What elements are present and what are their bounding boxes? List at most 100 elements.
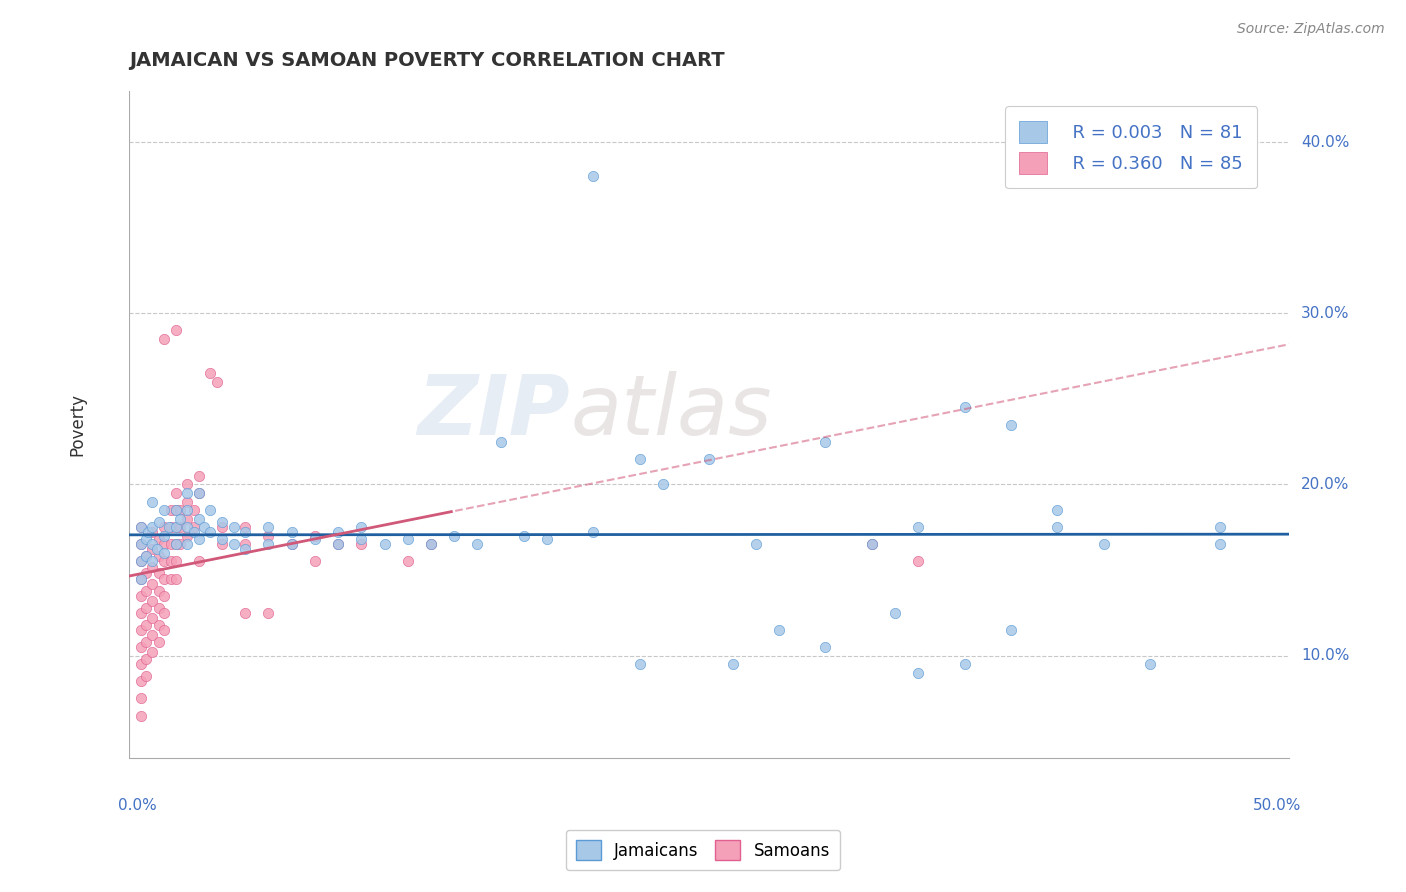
Point (582, 169, 605, 184)
Point (280, 537, 302, 551)
Point (443, 529, 465, 543)
Point (153, 503, 176, 517)
Point (350, 537, 373, 551)
Point (176, 511, 198, 525)
Point (222, 537, 245, 551)
Point (153, 589, 176, 603)
Point (211, 515, 233, 529)
Point (176, 503, 198, 517)
Point (153, 546, 176, 560)
Point (134, 549, 156, 564)
Point (176, 486, 198, 500)
Point (1046, 520, 1069, 534)
Point (183, 520, 205, 534)
Point (141, 520, 163, 534)
Point (233, 542, 256, 557)
Point (187, 554, 209, 568)
Point (257, 537, 280, 551)
Point (148, 583, 170, 598)
Point (165, 503, 187, 517)
Point (160, 520, 183, 534)
Point (165, 486, 187, 500)
Point (187, 511, 209, 525)
Point (814, 434, 837, 449)
Text: atlas: atlas (569, 371, 772, 451)
Point (396, 533, 419, 547)
Point (153, 623, 176, 637)
Point (134, 566, 156, 581)
Point (396, 554, 419, 568)
Point (141, 525, 163, 540)
Point (129, 640, 152, 654)
Text: 50.0%: 50.0% (1253, 798, 1301, 814)
Point (176, 537, 198, 551)
Point (129, 674, 152, 689)
Point (169, 511, 191, 525)
Point (489, 434, 512, 449)
Point (134, 635, 156, 649)
Point (141, 645, 163, 659)
Point (153, 520, 176, 534)
Point (953, 401, 976, 415)
Point (350, 533, 373, 547)
Point (1139, 657, 1161, 672)
Point (187, 486, 209, 500)
Point (141, 576, 163, 591)
Point (148, 617, 170, 632)
Point (745, 537, 768, 551)
Point (129, 572, 152, 586)
Text: JAMAICAN VS SAMOAN POVERTY CORRELATION CHART: JAMAICAN VS SAMOAN POVERTY CORRELATION C… (129, 51, 725, 70)
Point (350, 520, 373, 534)
Point (860, 537, 883, 551)
Point (1000, 623, 1022, 637)
Point (1000, 417, 1022, 432)
Point (141, 594, 163, 608)
Point (187, 533, 209, 547)
Point (907, 520, 929, 534)
Point (141, 628, 163, 642)
Text: ZIP: ZIP (418, 371, 569, 451)
Point (160, 572, 183, 586)
Point (165, 503, 187, 517)
Point (193, 520, 215, 534)
Point (160, 537, 183, 551)
Point (628, 451, 651, 466)
Point (1209, 537, 1232, 551)
Point (129, 537, 152, 551)
Point (233, 537, 256, 551)
Point (165, 554, 187, 568)
Text: 20.0%: 20.0% (1301, 477, 1350, 491)
Point (1046, 503, 1069, 517)
Point (129, 589, 152, 603)
Point (200, 503, 222, 517)
Point (326, 537, 349, 551)
Point (157, 520, 180, 534)
Point (165, 537, 187, 551)
Point (176, 477, 198, 491)
Point (907, 554, 929, 568)
Point (148, 533, 170, 547)
Point (211, 520, 233, 534)
Point (652, 477, 675, 491)
Point (211, 533, 233, 547)
Point (207, 375, 229, 389)
Point (160, 503, 183, 517)
Point (134, 652, 156, 666)
Point (326, 537, 349, 551)
Point (129, 554, 152, 568)
Point (183, 503, 205, 517)
Point (165, 520, 187, 534)
Text: Poverty: Poverty (67, 393, 86, 456)
Point (860, 537, 883, 551)
Point (768, 623, 790, 637)
Point (148, 515, 170, 529)
Point (373, 537, 395, 551)
Text: 40.0%: 40.0% (1301, 135, 1350, 150)
Point (129, 554, 152, 568)
Point (1209, 520, 1232, 534)
Point (628, 657, 651, 672)
Point (165, 520, 187, 534)
Point (419, 537, 441, 551)
Point (169, 503, 191, 517)
Legend: Jamaicans, Samoans: Jamaicans, Samoans (565, 830, 841, 871)
